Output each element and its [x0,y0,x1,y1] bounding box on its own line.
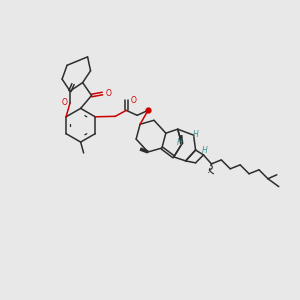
Text: O: O [130,96,136,105]
Text: O: O [105,89,111,98]
Text: H: H [193,130,198,139]
Text: H: H [202,146,207,154]
Text: O: O [61,98,67,107]
Text: H: H [177,138,183,147]
